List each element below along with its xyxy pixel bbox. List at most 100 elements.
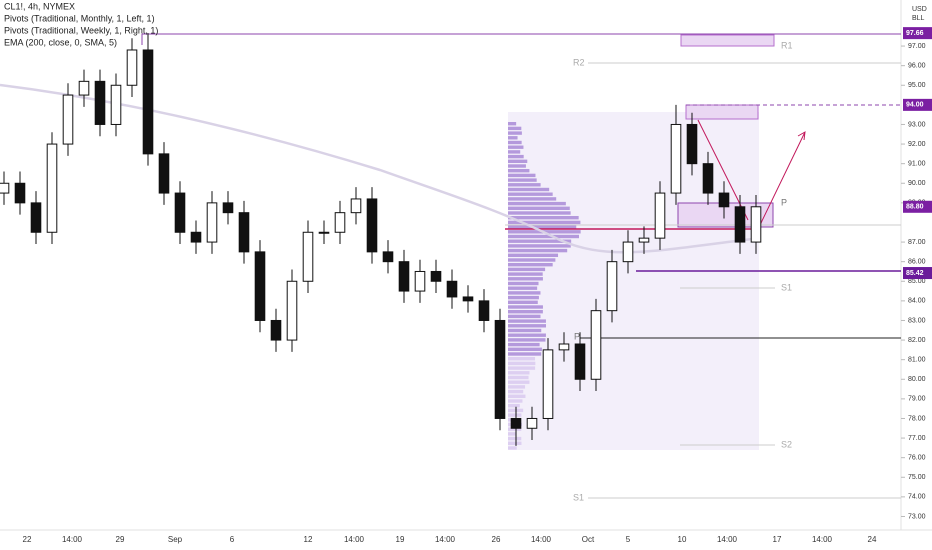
profile-bar — [508, 389, 524, 394]
candle-body — [462, 296, 474, 302]
candle-body — [350, 198, 362, 214]
profile-bar — [508, 216, 579, 220]
y-tick-label: 83.00 — [908, 317, 926, 324]
profile-bar — [508, 399, 523, 403]
y-tick-label: 73.00 — [908, 513, 926, 520]
price-tag-label: 97.66 — [906, 30, 924, 37]
x-tick-label: 6 — [230, 535, 235, 544]
profile-bar — [508, 150, 521, 154]
candle-body — [94, 80, 106, 125]
x-tick-label: 24 — [868, 535, 877, 544]
candle-body — [30, 202, 42, 233]
candle-body — [638, 237, 650, 243]
candle-body — [558, 343, 570, 351]
candle-body — [14, 182, 26, 204]
x-tick-label: 26 — [492, 535, 501, 544]
candle-body — [382, 251, 394, 263]
candle-body — [318, 231, 330, 234]
candle-body — [62, 94, 74, 145]
x-tick-label: 17 — [773, 535, 782, 544]
profile-bar — [508, 173, 536, 178]
x-tick-label: 14:00 — [344, 535, 365, 544]
candle-body — [734, 206, 746, 243]
y-tick-label: 85.00 — [908, 278, 926, 285]
x-tick-label: 29 — [116, 535, 125, 544]
profile-bar — [508, 145, 524, 149]
title: CL1!, 4h, NYMEX — [4, 1, 75, 11]
y-tick-label: 87.00 — [908, 239, 926, 246]
candle-body — [606, 261, 618, 312]
profile-bar — [508, 394, 526, 398]
profile-bar — [508, 319, 546, 323]
y-tick-label: 81.00 — [908, 357, 926, 364]
x-tick-label: 5 — [626, 535, 631, 544]
profile-bar — [508, 413, 522, 417]
candle-body — [574, 343, 586, 380]
profile-bar — [508, 436, 522, 441]
y-tick-label: 80.00 — [908, 376, 926, 383]
profile-bar — [508, 248, 568, 253]
profile-bar — [508, 380, 530, 384]
candle-body — [126, 49, 138, 86]
indicator: EMA (200, close, 0, SMA, 5) — [4, 37, 117, 47]
x-tick-label: 19 — [396, 535, 405, 544]
unit: BLL — [912, 15, 925, 22]
candle-body — [158, 153, 170, 194]
profile-bar — [508, 347, 542, 351]
y-tick-label: 74.00 — [908, 494, 926, 501]
candle-body — [190, 231, 202, 243]
profile-bar — [508, 357, 536, 361]
profile-bar — [508, 375, 529, 380]
candle-body — [286, 280, 298, 341]
candle-body — [238, 212, 250, 253]
x-tick-label: 14:00 — [531, 535, 552, 544]
price-tag-label: 94.00 — [906, 102, 924, 109]
pivot-label: R2 — [573, 57, 585, 67]
profile-bar — [508, 122, 517, 126]
pivot-label: R1 — [781, 40, 793, 50]
candle-body — [78, 80, 90, 96]
profile-bar — [508, 314, 541, 319]
candle-body — [446, 280, 458, 298]
profile-bar — [508, 328, 542, 333]
profile-bar — [508, 187, 550, 192]
profile-bar — [508, 206, 570, 210]
profile-bar — [508, 234, 580, 239]
profile-bar — [508, 352, 542, 356]
candle-body — [654, 192, 666, 239]
profile-bar — [508, 169, 530, 173]
profile-bar — [508, 441, 522, 445]
candle-body — [494, 319, 506, 419]
price-tag — [903, 200, 932, 213]
y-tick-label: 91.00 — [908, 161, 926, 168]
candle-body — [478, 300, 490, 321]
candle-body — [686, 123, 698, 165]
profile-bar — [508, 263, 553, 267]
profile-bar — [508, 333, 546, 337]
profile-bar — [508, 295, 539, 300]
candle-body — [366, 198, 378, 253]
x-tick-label: 22 — [23, 535, 32, 544]
profile-bar — [508, 258, 556, 262]
profile-bar — [508, 427, 522, 431]
profile-bar — [508, 267, 546, 272]
currency: USD — [912, 6, 927, 13]
candle-body — [510, 417, 522, 429]
profile-bar — [508, 366, 536, 370]
profile-bar — [508, 136, 518, 140]
profile-bar — [508, 244, 571, 248]
pivot-box — [685, 104, 759, 120]
candle-body — [622, 241, 634, 263]
candle-body — [430, 270, 442, 282]
profile-bar — [508, 432, 517, 436]
profile-bar — [508, 183, 541, 187]
profile-bar — [508, 404, 520, 408]
profile-bar — [508, 164, 526, 168]
y-tick-label: 90.00 — [908, 180, 926, 187]
profile-bar — [508, 225, 577, 229]
x-tick-label: Sep — [168, 535, 183, 544]
candle-body — [670, 123, 682, 194]
y-tick-label: 97.00 — [908, 43, 926, 50]
x-tick-label: 14:00 — [435, 535, 456, 544]
candle-body — [206, 202, 218, 243]
